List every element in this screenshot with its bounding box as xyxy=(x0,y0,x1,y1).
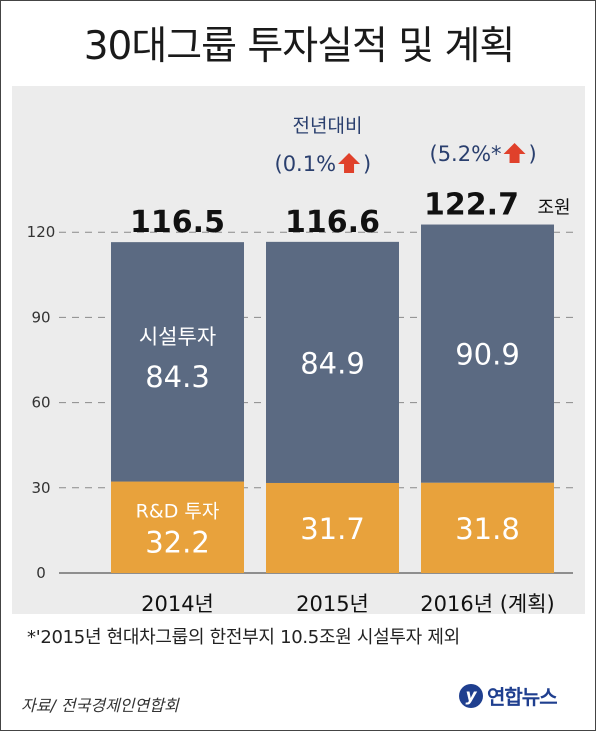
yoy-change-label: (0.1% xyxy=(275,152,337,176)
yoy-close-paren: ) xyxy=(529,142,537,166)
bar-rnd xyxy=(421,482,554,573)
yonhap-logo: y 연합뉴스 xyxy=(459,681,558,710)
up-arrow-icon xyxy=(338,153,361,173)
bar-rnd xyxy=(266,482,399,573)
x-tick-label: 2015년 xyxy=(296,592,369,616)
source-credit: 자료/ 전국경제인연합회 xyxy=(21,696,179,715)
y-tick-label: 90 xyxy=(31,308,50,326)
segment-value-label: 31.7 xyxy=(300,512,365,546)
chart-title: 30대그룹 투자실적 및 계획 xyxy=(83,24,516,69)
segment-value-label: 32.2 xyxy=(145,525,210,559)
total-value-label: 116.6 xyxy=(285,205,380,240)
y-tick-label: 0 xyxy=(36,564,46,582)
bar-rnd xyxy=(111,481,244,573)
x-tick-label: 2014년 xyxy=(141,592,214,616)
y-tick-label: 60 xyxy=(31,394,50,412)
footnote: *'2015년 현대차그룹의 한전부지 10.5조원 시설투자 제외 xyxy=(27,627,460,648)
segment-series-label: 시설투자 xyxy=(139,325,216,349)
x-tick-label: 2016년 (계획) xyxy=(420,592,554,616)
segment-value-label: 31.8 xyxy=(455,512,520,546)
up-arrow-icon xyxy=(503,143,526,163)
total-value-label: 122.7 xyxy=(424,188,519,223)
segment-value-label: 84.3 xyxy=(145,360,210,394)
yoy-change-label: (5.2%* xyxy=(430,142,502,166)
bar-facility xyxy=(111,242,244,482)
yoy-caption: 전년대비 xyxy=(293,115,363,137)
segment-value-label: 84.9 xyxy=(300,346,365,380)
total-value-label: 116.5 xyxy=(130,205,225,240)
total-unit-label: 조원 xyxy=(538,198,571,219)
segment-value-label: 90.9 xyxy=(455,338,520,372)
y-tick-label: 30 xyxy=(31,479,50,497)
yonhap-logo-text: 연합뉴스 xyxy=(487,685,558,709)
y-tick-label: 120 xyxy=(27,223,56,241)
segment-series-label: R&D 투자 xyxy=(136,500,220,522)
bar-facility xyxy=(421,224,554,483)
yonhap-logo-mark: y xyxy=(459,683,483,708)
bar-facility xyxy=(266,241,399,483)
yoy-close-paren: ) xyxy=(363,152,371,176)
